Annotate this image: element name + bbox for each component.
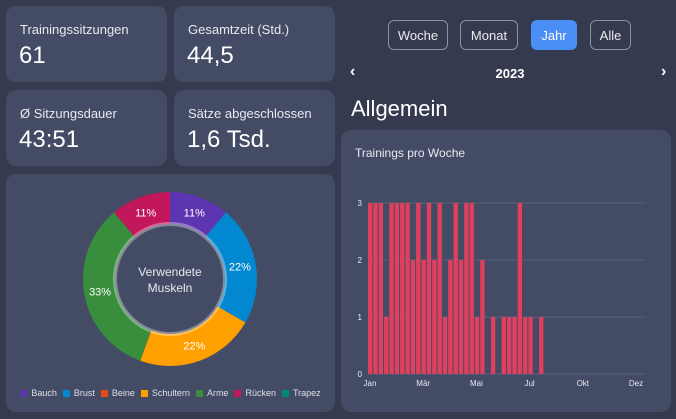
chevron-left-icon[interactable]: ‹: [350, 63, 356, 80]
legend-item[interactable]: Arme: [195, 388, 229, 398]
stat-label: Gesamtzeit (Std.): [188, 22, 290, 37]
legend-label: Bauch: [31, 388, 57, 398]
legend-item[interactable]: Schultern: [140, 388, 190, 398]
legend-label: Trapez: [292, 388, 321, 398]
stat-card-sets: Sätze abgeschlossen 1,6 Tsd.: [174, 90, 335, 166]
legend-swatch: [20, 390, 28, 397]
period-week-button[interactable]: Woche: [388, 20, 448, 50]
weekly-chart-card: Trainings pro Woche: [341, 130, 671, 412]
period-month-button[interactable]: Monat: [460, 20, 518, 50]
stat-label: Ø Sitzungsdauer: [20, 106, 117, 121]
legend-item[interactable]: Bauch: [20, 388, 57, 398]
stat-label: Sätze abgeschlossen: [188, 106, 312, 121]
legend-swatch: [195, 390, 203, 397]
donut-legend: Bauch Brust Beine Schultern Arme Rücken Trapez: [0, 388, 341, 398]
chevron-right-icon[interactable]: ›: [661, 63, 667, 80]
year-label: 2023: [495, 66, 525, 81]
stat-value: 43:51: [19, 126, 80, 153]
legend-swatch: [100, 390, 108, 397]
legend-swatch: [281, 390, 289, 397]
muscles-card: [6, 174, 335, 412]
legend-label: Rücken: [245, 388, 276, 398]
stat-value: 44,5: [187, 42, 234, 69]
legend-item[interactable]: Trapez: [281, 388, 321, 398]
legend-label: Beine: [111, 388, 135, 398]
stat-card-total-time: Gesamtzeit (Std.) 44,5: [174, 6, 335, 82]
legend-item[interactable]: Brust: [62, 388, 95, 398]
legend-item[interactable]: Beine: [100, 388, 135, 398]
chart-title: Trainings pro Woche: [355, 146, 466, 160]
legend-label: Brust: [73, 388, 95, 398]
stat-label: Trainingssitzungen: [20, 22, 129, 37]
stat-value: 1,6 Tsd.: [187, 126, 271, 153]
legend-label: Schultern: [151, 388, 190, 398]
period-all-button[interactable]: Alle: [590, 20, 631, 50]
stat-card-avg-duration: Ø Sitzungsdauer 43:51: [6, 90, 167, 166]
legend-swatch: [140, 390, 148, 397]
section-title: Allgemein: [351, 96, 448, 121]
legend-item[interactable]: Rücken: [234, 388, 276, 398]
stat-value: 61: [19, 42, 46, 69]
period-year-button[interactable]: Jahr: [531, 20, 577, 50]
legend-swatch: [234, 390, 242, 397]
legend-label: Arme: [206, 388, 229, 398]
legend-swatch: [62, 390, 70, 397]
stat-card-sessions: Trainingssitzungen 61: [6, 6, 167, 82]
